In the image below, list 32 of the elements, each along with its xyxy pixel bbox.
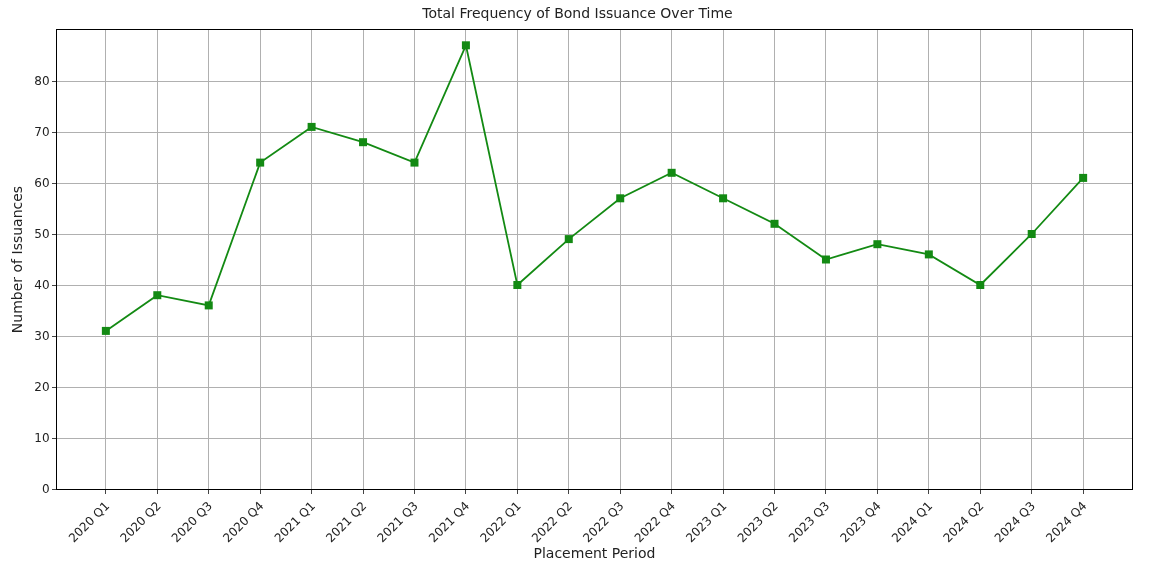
point	[564, 235, 573, 244]
point	[101, 326, 110, 335]
point	[616, 194, 625, 203]
point	[153, 291, 162, 300]
x-axis-title: Placement Period	[533, 545, 656, 562]
point	[410, 158, 419, 167]
y-tick-label: 60	[34, 176, 50, 191]
point	[1027, 230, 1036, 238]
y-tick-label: 30	[34, 329, 50, 344]
chart-title: Total Frequency of Bond Issuance Over Time	[421, 5, 733, 22]
point	[770, 219, 779, 228]
y-tick-label: 80	[34, 74, 50, 89]
point	[461, 41, 470, 50]
point	[719, 194, 728, 203]
point	[873, 240, 882, 249]
y-tick-label: 40	[34, 278, 50, 293]
point	[359, 138, 368, 147]
point	[204, 301, 213, 310]
y-tick-label: 50	[34, 227, 50, 242]
point	[256, 158, 265, 167]
point	[976, 281, 985, 289]
point	[667, 168, 676, 177]
point	[924, 250, 933, 259]
y-tick-label: 0	[41, 482, 50, 497]
y-axis-title: Number of Issuances	[8, 185, 25, 334]
point	[1079, 173, 1088, 182]
point	[513, 281, 522, 289]
y-tick-label: 70	[34, 125, 50, 140]
point	[307, 122, 316, 131]
point	[821, 255, 830, 264]
y-tick-label: 10	[34, 431, 50, 446]
y-tick-label: 20	[34, 380, 50, 395]
